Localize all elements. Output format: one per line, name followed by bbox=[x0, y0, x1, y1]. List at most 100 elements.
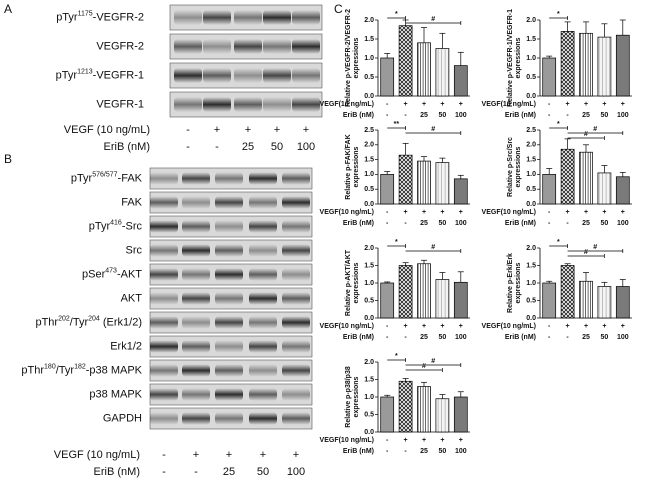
label-part: 204 bbox=[88, 315, 100, 322]
treatment-value: 100 bbox=[297, 141, 315, 153]
y-tick-label: 1.5 bbox=[526, 156, 536, 163]
blot-band bbox=[182, 268, 210, 281]
treatment-value: - bbox=[548, 220, 551, 227]
significance-mark: # bbox=[593, 126, 597, 133]
significance-mark: # bbox=[431, 358, 435, 365]
y-axis-label: Relative p-Erk/Erk bbox=[507, 253, 514, 313]
y-tick-label: 0.0 bbox=[526, 315, 536, 322]
blot-band bbox=[263, 10, 291, 25]
y-tick-label: 1.0 bbox=[526, 55, 536, 62]
y-axis-label: expressions bbox=[353, 37, 360, 78]
label-part: 416 bbox=[110, 219, 122, 226]
blot-band bbox=[282, 196, 310, 209]
label-part: VEGFR-2 bbox=[96, 40, 144, 52]
treatment-value: + bbox=[602, 209, 606, 216]
treatment-value: - bbox=[548, 323, 551, 330]
bar bbox=[453, 65, 468, 97]
bar bbox=[579, 280, 593, 319]
label-part: p38 MAPK bbox=[89, 388, 142, 400]
significance-mark: ** bbox=[394, 121, 400, 128]
blot-band bbox=[150, 292, 178, 305]
y-tick-label: 2.0 bbox=[364, 17, 374, 24]
blot-band bbox=[203, 97, 231, 112]
y-axis-label: Relative p-p38/p38 bbox=[345, 366, 352, 428]
y-tick-label: 2.0 bbox=[526, 245, 536, 252]
significance-mark: # bbox=[593, 244, 597, 251]
treatment-value: 50 bbox=[439, 448, 447, 455]
blot-band bbox=[282, 292, 310, 305]
treatment-value: - bbox=[386, 101, 389, 108]
bar bbox=[398, 265, 413, 319]
treatment-value: 100 bbox=[455, 220, 467, 227]
y-tick-label: 0.0 bbox=[364, 201, 374, 208]
blot-label: pTyr416-Src bbox=[89, 219, 143, 232]
blot-label: pThr202/Tyr204 (Erk1/2) bbox=[35, 315, 142, 328]
blot-label: AKT bbox=[121, 292, 143, 304]
label-part: 576/577 bbox=[92, 171, 117, 178]
treatment-value: + bbox=[226, 449, 232, 461]
treatment-value: 25 bbox=[223, 466, 235, 478]
blot-band bbox=[150, 364, 178, 377]
bar bbox=[615, 286, 630, 319]
treatment-value: + bbox=[214, 124, 220, 136]
label-part: 180 bbox=[44, 363, 56, 370]
label-part: 1175 bbox=[78, 10, 93, 17]
treatment-label: VEGF(10 ng/mL) bbox=[482, 209, 536, 216]
treatment-value: - bbox=[386, 323, 389, 330]
treatment-value: 25 bbox=[420, 334, 428, 341]
label-part: pSer bbox=[82, 268, 106, 280]
y-tick-label: 2.5 bbox=[364, 127, 374, 134]
blot-band bbox=[182, 316, 210, 329]
significance-mark: * bbox=[395, 353, 398, 360]
blot-band bbox=[282, 172, 310, 185]
blot-band bbox=[182, 292, 210, 305]
treatment-label: VEGF (10 ng/mL) bbox=[64, 124, 150, 136]
treatment-value: + bbox=[440, 101, 444, 108]
treatment-value: + bbox=[274, 124, 280, 136]
label-part: pThr bbox=[21, 364, 44, 376]
y-tick-label: 1.0 bbox=[526, 280, 536, 287]
blot-band bbox=[215, 220, 243, 233]
blot-band bbox=[215, 196, 243, 209]
treatment-label: VEGF(10 ng/mL) bbox=[320, 209, 374, 216]
label-part: AKT bbox=[121, 292, 143, 304]
blot-band bbox=[182, 388, 210, 401]
treatment-value: + bbox=[440, 437, 444, 444]
treatment-value: - bbox=[548, 209, 551, 216]
bar bbox=[435, 279, 450, 319]
blot-band bbox=[150, 412, 178, 425]
treatment-value: + bbox=[566, 209, 570, 216]
blot-band bbox=[234, 97, 262, 112]
blot-band bbox=[282, 316, 310, 329]
treatment-label: EriB (nM) bbox=[94, 466, 140, 478]
y-tick-label: 0.5 bbox=[364, 186, 374, 193]
blot-band bbox=[174, 68, 202, 83]
treatment-value: + bbox=[303, 124, 309, 136]
y-axis-label: expressions bbox=[353, 376, 360, 417]
treatment-value: 50 bbox=[439, 220, 447, 227]
blot-band bbox=[282, 244, 310, 257]
treatment-value: 25 bbox=[420, 112, 428, 119]
treatment-value: + bbox=[422, 437, 426, 444]
blot-band bbox=[282, 268, 310, 281]
y-axis-label: expressions bbox=[515, 146, 522, 187]
blot-band bbox=[150, 172, 178, 185]
blot-label: Src bbox=[126, 244, 143, 256]
y-tick-label: 0.0 bbox=[364, 93, 374, 100]
blot-label: pSer473-AKT bbox=[82, 267, 142, 280]
treatment-value: - bbox=[194, 466, 198, 478]
blot-band bbox=[174, 97, 202, 112]
bar bbox=[542, 282, 557, 319]
treatment-label: EriB (nM) bbox=[505, 220, 536, 227]
blot-band bbox=[215, 172, 243, 185]
blot-band bbox=[263, 39, 291, 54]
treatment-value: + bbox=[584, 323, 588, 330]
bar bbox=[542, 174, 557, 205]
blot-band bbox=[292, 68, 320, 83]
treatment-value: 50 bbox=[257, 466, 269, 478]
blot-band bbox=[234, 10, 262, 25]
treatment-value: + bbox=[566, 323, 570, 330]
treatment-value: 100 bbox=[455, 448, 467, 455]
blot-band bbox=[150, 340, 178, 353]
significance-mark: * bbox=[557, 121, 560, 128]
